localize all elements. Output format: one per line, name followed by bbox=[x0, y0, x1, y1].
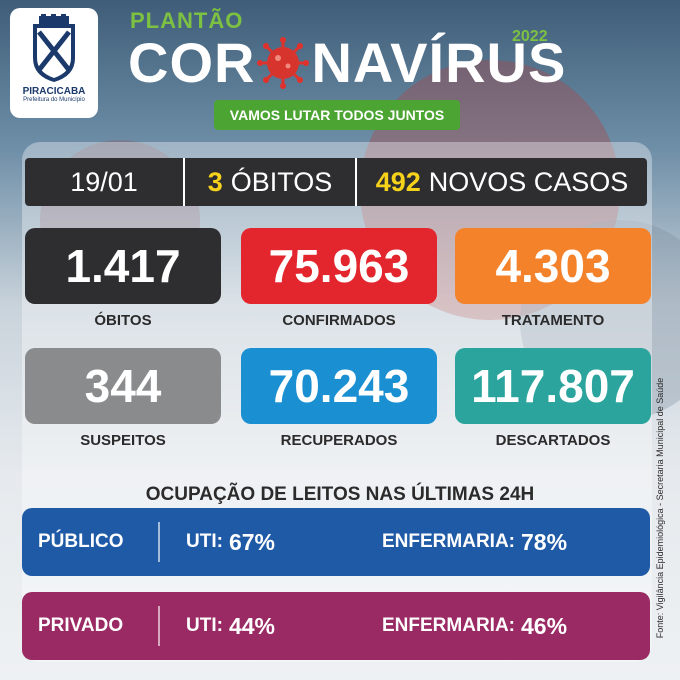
occupancy-row-private: PRIVADO UTI: 44% ENFERMARIA: 46% bbox=[22, 592, 650, 660]
kicker-title: PLANTÃO bbox=[130, 8, 244, 33]
uti-label: UTI: bbox=[186, 531, 223, 552]
occupancy-uti: UTI: 67% bbox=[186, 508, 275, 576]
stat-label-confirmed: CONFIRMADOS bbox=[282, 312, 396, 329]
daily-new-cases: 492 NOVOS CASOS bbox=[357, 158, 647, 206]
ward-value: 46% bbox=[521, 612, 568, 639]
stat-card-treatment: 4.303 bbox=[455, 228, 651, 304]
source-credit: Fonte: Vigilância Epidemiológica - Secre… bbox=[655, 348, 680, 668]
stat-label-discarded: DESCARTADOS bbox=[495, 432, 611, 449]
uti-label: UTI: bbox=[186, 615, 223, 636]
daily-deaths: 3 ÓBITOS bbox=[185, 158, 355, 206]
stat-card-discarded: 117.807 bbox=[455, 348, 651, 424]
stat-label-recovered: RECUPERADOS bbox=[280, 432, 398, 449]
stat-card-deaths: 1.417 bbox=[25, 228, 221, 304]
divider bbox=[183, 158, 185, 206]
daily-cases-value: 492 bbox=[375, 166, 421, 197]
occupancy-row-public: PÚBLICO UTI: 67% ENFERMARIA: 78% bbox=[22, 508, 650, 576]
daily-cases-label: NOVOS CASOS bbox=[428, 166, 629, 197]
stat-label-suspected: SUSPEITOS bbox=[80, 432, 166, 449]
ward-label: ENFERMARIA: bbox=[382, 531, 515, 552]
header: PIRACICABA Prefeitura do Município PLANT… bbox=[0, 0, 680, 140]
slogan-banner: VAMOS LUTAR TODOS JUNTOS bbox=[214, 100, 460, 130]
occupancy-uti: UTI: 44% bbox=[186, 592, 275, 660]
stat-label-deaths: ÓBITOS bbox=[94, 312, 152, 329]
logo-subtitle: Prefeitura do Município bbox=[23, 97, 85, 103]
occupancy-category: PÚBLICO bbox=[38, 531, 124, 552]
occupancy-ward: ENFERMARIA: 46% bbox=[382, 592, 567, 660]
stat-card-confirmed: 75.963 bbox=[241, 228, 437, 304]
uti-value: 67% bbox=[228, 528, 275, 555]
divider bbox=[355, 158, 357, 206]
coat-of-arms-icon bbox=[33, 14, 75, 82]
daily-deaths-value: 3 bbox=[207, 166, 223, 197]
year-label: 2022 bbox=[512, 28, 548, 45]
city-logo: PIRACICABA Prefeitura do Município bbox=[10, 8, 98, 118]
ward-label: ENFERMARIA: bbox=[382, 615, 515, 636]
daily-summary-bar: 19/01 3 ÓBITOS 492 NOVOS CASOS bbox=[25, 158, 647, 206]
uti-value: 44% bbox=[228, 612, 275, 639]
source-text: Fonte: Vigilância Epidemiológica - Secre… bbox=[655, 377, 665, 639]
divider bbox=[158, 522, 160, 562]
virus-icon bbox=[257, 36, 310, 89]
title-part-2: NAVÍRUS bbox=[311, 31, 567, 94]
stat-card-suspected: 344 bbox=[25, 348, 221, 424]
main-title: COR NAVÍRUS bbox=[128, 30, 566, 95]
stat-card-recovered: 70.243 bbox=[241, 348, 437, 424]
report-date: 19/01 bbox=[70, 166, 138, 197]
stat-label-treatment: TRATAMENTO bbox=[501, 312, 605, 329]
occupancy-category: PRIVADO bbox=[38, 615, 124, 636]
logo-city-name: PIRACICABA bbox=[22, 86, 86, 97]
daily-deaths-label: ÓBITOS bbox=[230, 166, 333, 197]
ward-value: 78% bbox=[521, 528, 568, 555]
divider bbox=[158, 606, 160, 646]
occupancy-ward: ENFERMARIA: 78% bbox=[382, 508, 567, 576]
occupancy-title: OCUPAÇÃO DE LEITOS NAS ÚLTIMAS 24H bbox=[145, 484, 535, 505]
title-part-1: COR bbox=[128, 31, 256, 94]
